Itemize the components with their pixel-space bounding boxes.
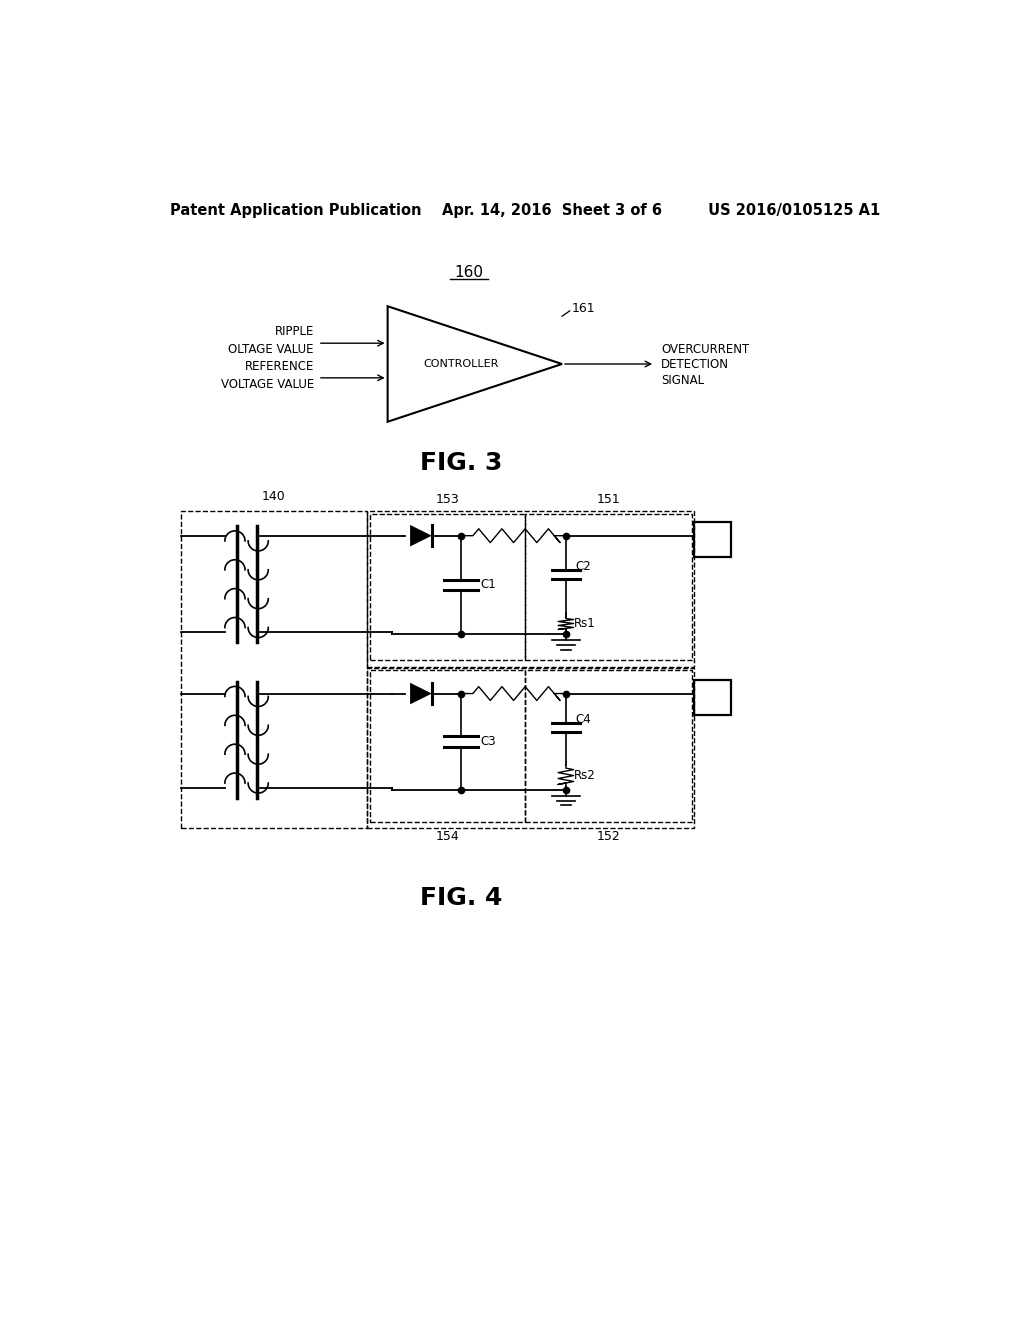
Text: 151: 151 [597, 494, 621, 507]
Text: 140: 140 [262, 490, 286, 503]
Text: 153: 153 [435, 494, 459, 507]
Text: Patent Application Publication    Apr. 14, 2016  Sheet 3 of 6         US 2016/01: Patent Application Publication Apr. 14, … [170, 203, 880, 218]
Polygon shape [410, 525, 432, 546]
Text: 161: 161 [571, 302, 595, 315]
Text: C2: C2 [575, 560, 591, 573]
Polygon shape [410, 682, 432, 705]
Text: CONTROLLER: CONTROLLER [424, 359, 499, 370]
Text: C4: C4 [575, 713, 591, 726]
Text: RIPPLE: RIPPLE [274, 325, 314, 338]
Text: REFERENCE: REFERENCE [245, 360, 314, 372]
Text: FIG. 3: FIG. 3 [420, 450, 503, 475]
Text: FIG. 4: FIG. 4 [420, 886, 503, 909]
Text: 154: 154 [435, 830, 459, 843]
Text: C1: C1 [480, 578, 497, 591]
Text: 152: 152 [597, 830, 621, 843]
Text: SIGNAL: SIGNAL [662, 374, 705, 387]
Text: OVERCURRENT: OVERCURRENT [662, 343, 750, 356]
Text: C3: C3 [480, 735, 497, 748]
Text: VOLTAGE VALUE: VOLTAGE VALUE [221, 378, 314, 391]
Text: OLTAGE VALUE: OLTAGE VALUE [228, 343, 314, 356]
Text: Rs2: Rs2 [573, 770, 595, 781]
Text: DETECTION: DETECTION [662, 358, 729, 371]
Text: 160: 160 [455, 265, 483, 280]
Text: Rs1: Rs1 [573, 616, 595, 630]
